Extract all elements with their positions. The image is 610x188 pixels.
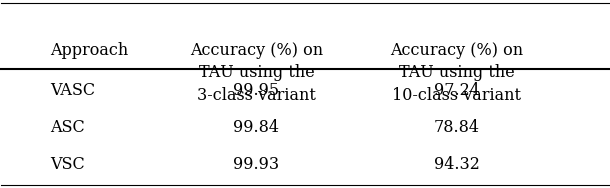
Text: 99.93: 99.93 [234,156,279,173]
Text: VASC: VASC [50,82,95,99]
Text: Accuracy (%) on
TAU using the
10-class variant: Accuracy (%) on TAU using the 10-class v… [390,42,523,104]
Text: Approach: Approach [50,42,128,59]
Text: ASC: ASC [50,119,85,136]
Text: 97.24: 97.24 [434,82,479,99]
Text: VSC: VSC [50,156,85,173]
Text: 94.32: 94.32 [434,156,479,173]
Text: Accuracy (%) on
TAU using the
3-class variant: Accuracy (%) on TAU using the 3-class va… [190,42,323,104]
Text: 99.84: 99.84 [234,119,279,136]
Text: 99.95: 99.95 [234,82,279,99]
Text: 78.84: 78.84 [434,119,480,136]
